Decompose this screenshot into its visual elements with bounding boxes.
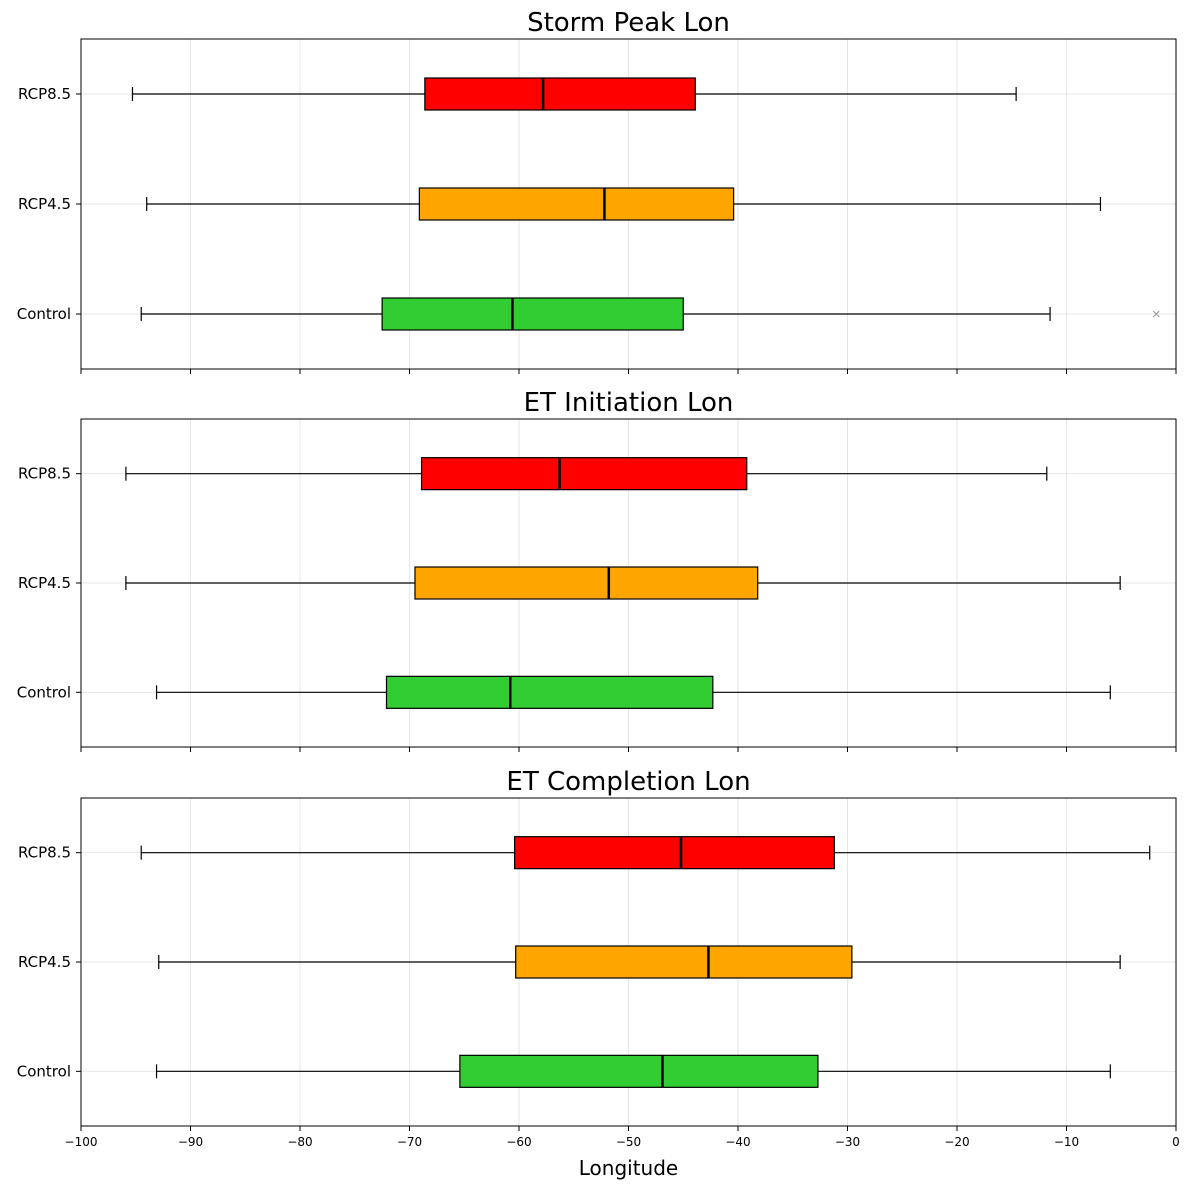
- x-tick-label: −10: [1054, 1135, 1079, 1149]
- panel-title: ET Completion Lon: [506, 767, 750, 797]
- outlier-stroke: [1152, 310, 1160, 318]
- y-tick-label-control: Control: [17, 305, 71, 323]
- box-iqr: [414, 566, 759, 600]
- y-tick-label-rcp8-5: RCP8.5: [18, 85, 71, 103]
- x-tick-label: −20: [944, 1135, 969, 1149]
- x-tick-label: −70: [397, 1135, 422, 1149]
- box-iqr: [385, 675, 714, 709]
- panel-storm-peak-lon: Control RCP4.5 RCP8.5 Storm Peak Lon: [17, 8, 1177, 374]
- box-rcp8-5: [140, 836, 1151, 870]
- box-control: [155, 675, 1111, 709]
- x-tick-label: −30: [835, 1135, 860, 1149]
- x-tick-label: −90: [178, 1135, 203, 1149]
- box-iqr: [459, 1054, 819, 1088]
- panel-title: Storm Peak Lon: [527, 8, 730, 38]
- y-tick-label-rcp8-5: RCP8.5: [18, 465, 71, 483]
- box-iqr: [420, 457, 748, 491]
- box-rcp4-5: [158, 945, 1121, 979]
- x-tick-label: −80: [287, 1135, 312, 1149]
- y-tick-label-rcp4-5: RCP4.5: [18, 195, 71, 213]
- box-iqr: [381, 297, 684, 331]
- y-tick-label-control: Control: [17, 1062, 71, 1080]
- box-control: [140, 297, 1160, 331]
- y-tick-label-control: Control: [17, 683, 71, 701]
- box-rcp4-5: [125, 566, 1121, 600]
- panel-title: ET Initiation Lon: [524, 388, 734, 418]
- box-rcp8-5: [125, 457, 1048, 491]
- x-axis-label: Longitude: [579, 1156, 678, 1180]
- y-tick-label-rcp4-5: RCP4.5: [18, 574, 71, 592]
- box-iqr: [424, 77, 696, 111]
- x-tick-label: −50: [616, 1135, 641, 1149]
- x-tick-label: −40: [725, 1135, 750, 1149]
- x-tick-label: −100: [65, 1135, 98, 1149]
- y-tick-label-rcp4-5: RCP4.5: [18, 953, 71, 971]
- outlier-point: [1152, 310, 1160, 318]
- box-iqr: [515, 945, 853, 979]
- panel-et-initiation-lon: Control RCP4.5 RCP8.5 ET Initiation Lon: [17, 388, 1177, 752]
- box-control: [155, 1054, 1111, 1088]
- y-tick-label-rcp8-5: RCP8.5: [18, 844, 71, 862]
- box-rcp4-5: [146, 187, 1102, 221]
- box-iqr: [418, 187, 735, 221]
- box-rcp8-5: [131, 77, 1017, 111]
- x-tick-label: 0: [1172, 1135, 1180, 1149]
- x-tick-label: −60: [506, 1135, 531, 1149]
- box-iqr: [514, 836, 835, 870]
